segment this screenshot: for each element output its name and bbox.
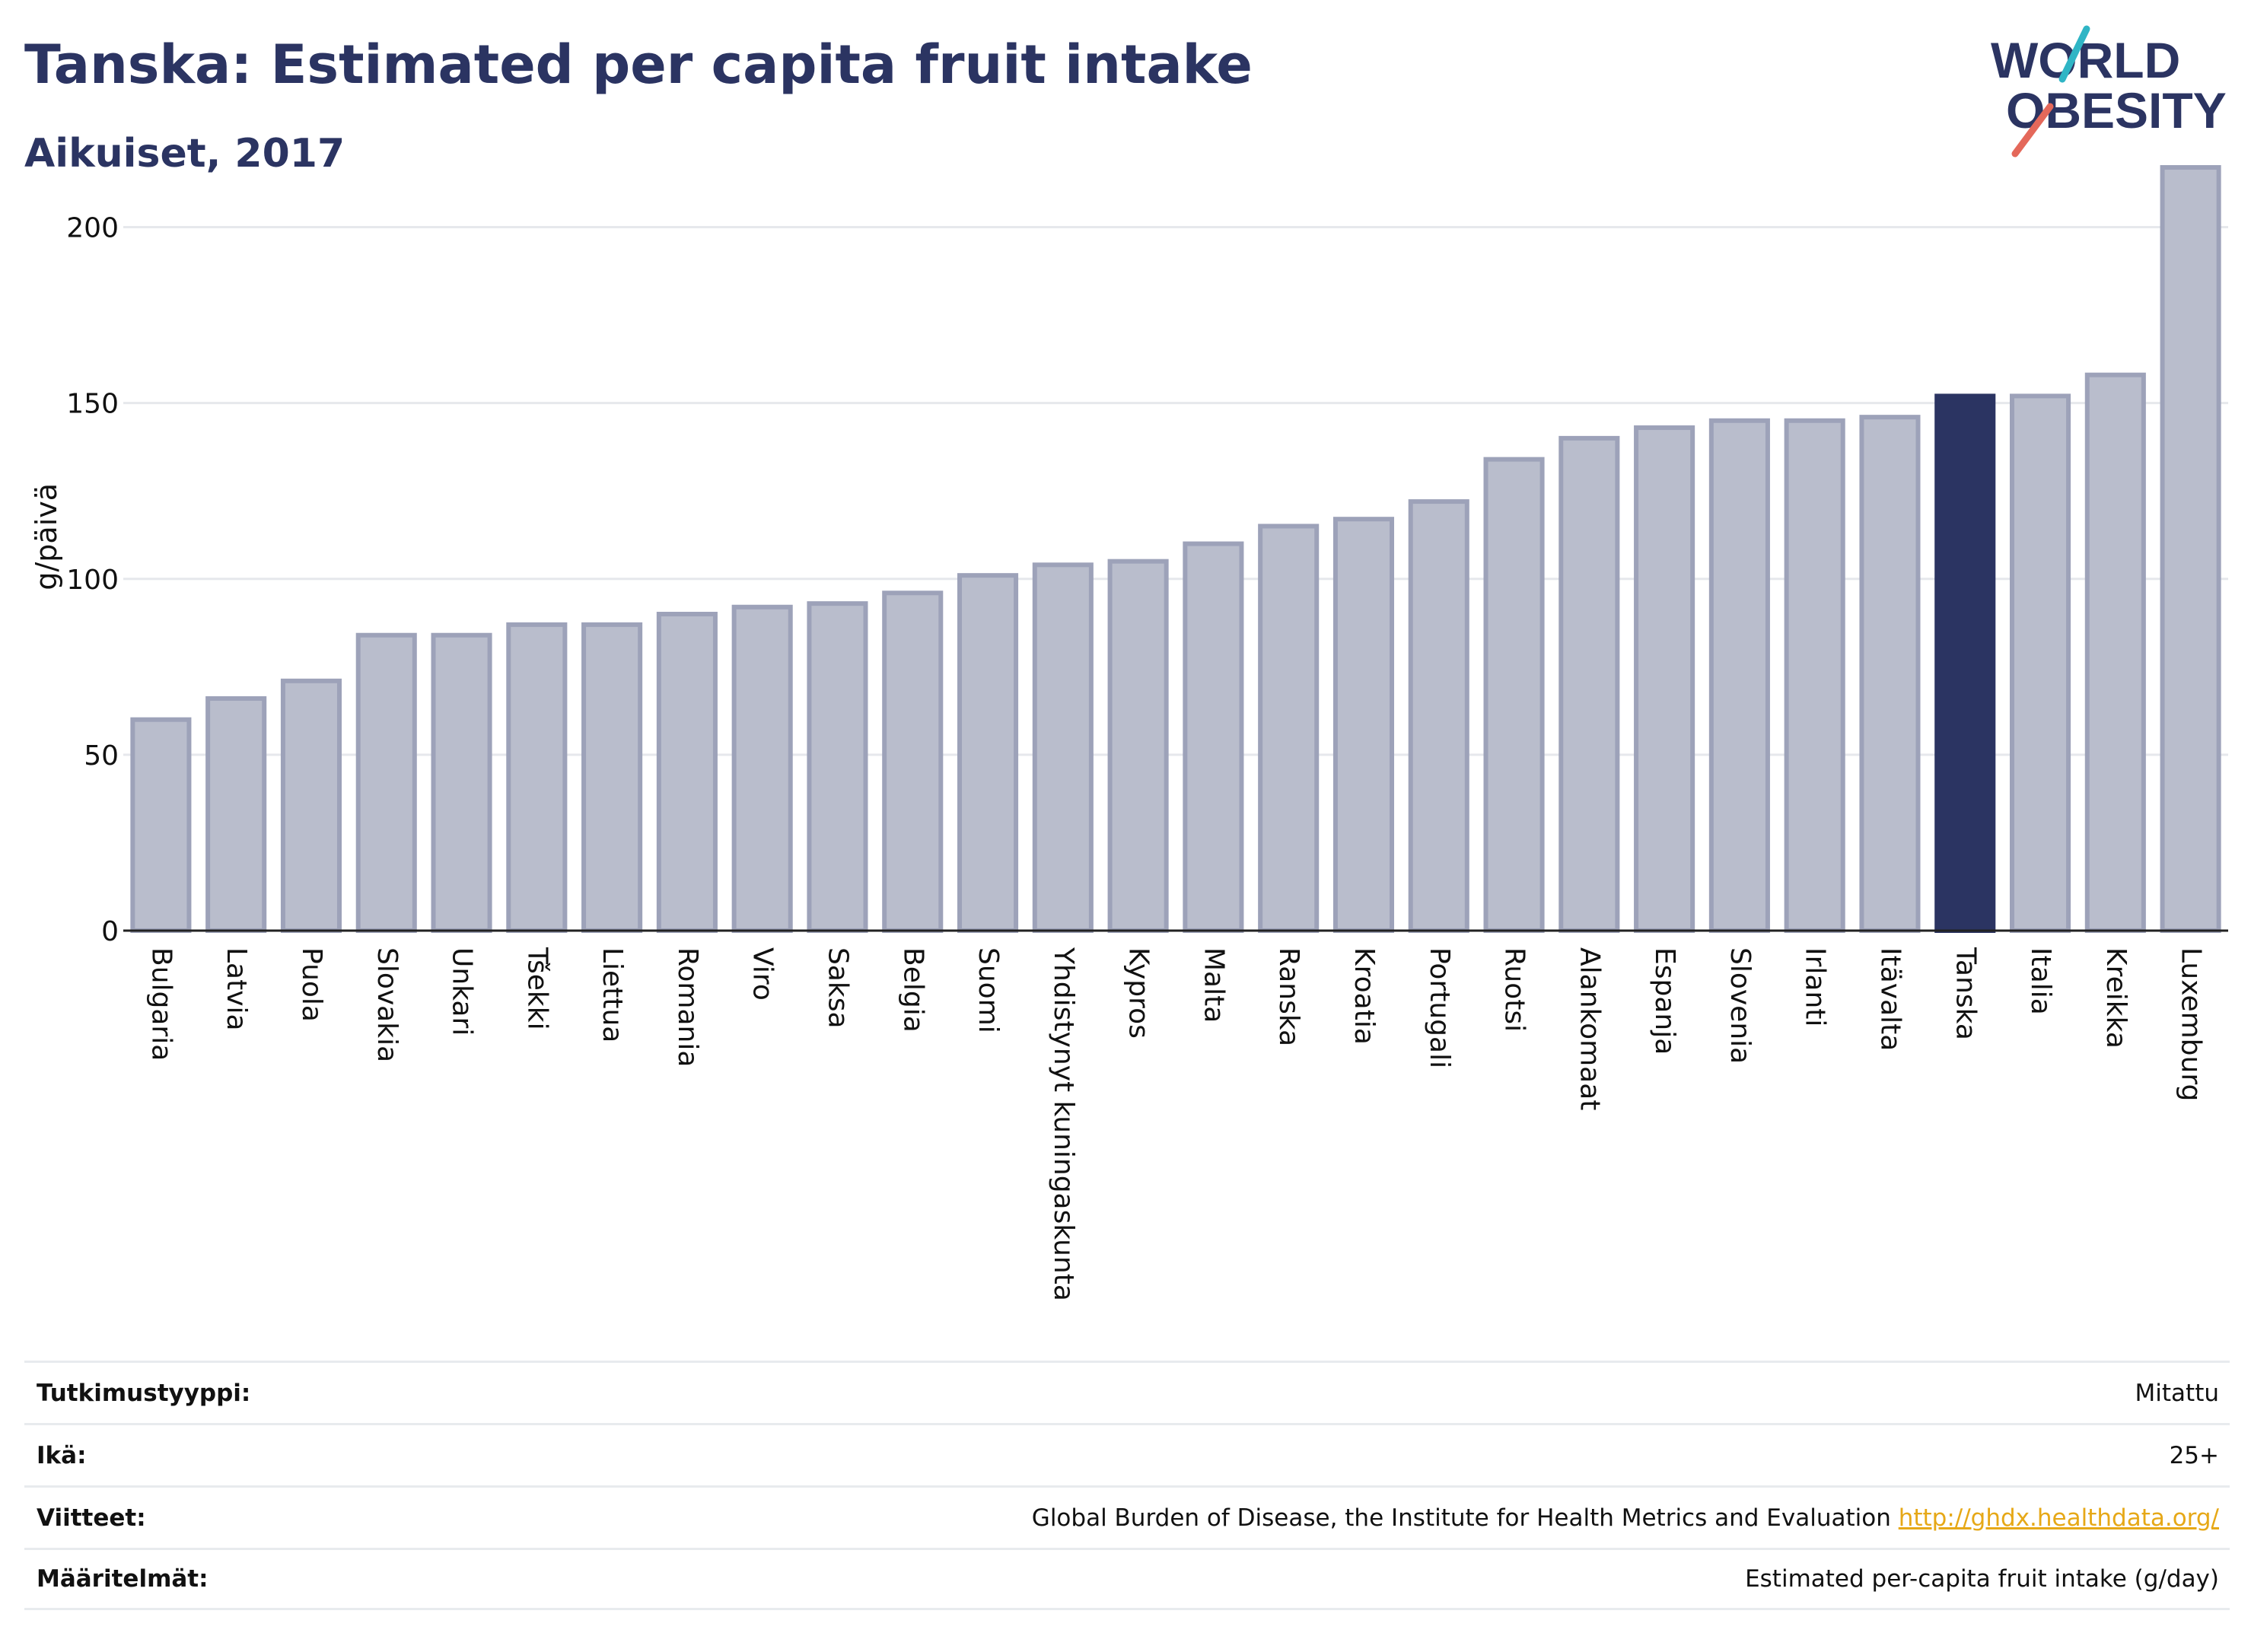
bar-itävalta: [1859, 415, 1921, 933]
bar-tšekki: [506, 622, 568, 933]
bar-suomi: [957, 573, 1019, 934]
bar-tanska: [1934, 393, 1996, 933]
bar-latvia: [205, 695, 267, 934]
logo-slash-red: [2011, 103, 2054, 158]
bar-puola: [280, 678, 342, 933]
meta-row: Ikä: 25+: [24, 1423, 2230, 1485]
x-tick-label: Viro: [747, 947, 778, 1001]
y-tick-label: 200: [66, 213, 119, 244]
bar-portugali: [1408, 499, 1469, 933]
x-axis-labels: Bulgaria Latvia Puola Slovakia Unkari Tšekki L…: [145, 947, 2206, 1301]
x-tick-label: Slovenia: [1724, 947, 1756, 1064]
bar-slovakia: [355, 632, 417, 933]
x-tick-label: Ruotsi: [1499, 947, 1530, 1032]
meta-value-text: 25+: [2169, 1441, 2219, 1469]
meta-row: Viitteet: Global Burden of Disease, the I…: [24, 1485, 2230, 1548]
bar-slovenia: [1708, 418, 1770, 933]
meta-value-text: Estimated per-capita fruit intake (g/day…: [1745, 1565, 2219, 1593]
bar-kreikka: [2084, 372, 2146, 933]
x-tick-label: Italia: [2025, 947, 2056, 1015]
x-tick-label: Itävalta: [1874, 947, 1906, 1051]
chart-subtitle: Aikuiset, 2017: [24, 131, 345, 177]
x-tick-label: Suomi: [973, 947, 1004, 1033]
reference-link[interactable]: http://ghdx.healthdata.org/: [1898, 1504, 2219, 1532]
y-tick-label: 50: [84, 740, 119, 772]
x-tick-label: Yhdistynyt kuningaskunta: [1048, 947, 1079, 1301]
meta-key: Viitteet:: [37, 1504, 146, 1532]
x-tick-label: Kypros: [1123, 947, 1154, 1039]
bar-belgia: [882, 590, 944, 933]
bar-malta: [1183, 541, 1244, 933]
x-tick-label: Ranska: [1273, 947, 1304, 1046]
y-axis-ticks: 0 50 100 150 200: [66, 213, 119, 947]
y-tick-label: 100: [66, 565, 119, 596]
bar-luxemburg: [2160, 164, 2221, 933]
y-tick-label: 150: [66, 389, 119, 420]
meta-key: Tutkimustyyppi:: [37, 1379, 251, 1407]
bar-bulgaria: [130, 717, 192, 934]
bar-saksa: [807, 601, 868, 934]
bar-unkari: [431, 632, 492, 933]
bar-ranska: [1258, 524, 1320, 933]
world-obesity-logo: WORLD OBESITY: [1991, 25, 2227, 158]
x-tick-label: Luxemburg: [2176, 947, 2207, 1101]
bar-irlanti: [1784, 418, 1845, 933]
bar-alankomaat: [1559, 435, 1620, 933]
x-tick-label: Malta: [1198, 947, 1229, 1023]
y-axis-label: g/päivä: [30, 483, 63, 590]
bar-italia: [2009, 393, 2071, 933]
x-tick-label: Latvia: [221, 947, 252, 1031]
x-tick-label: Portugali: [1424, 947, 1455, 1068]
bar-ruotsi: [1483, 457, 1545, 933]
meta-value-text: Global Burden of Disease, the Institute …: [1031, 1504, 1891, 1532]
meta-key: Ikä:: [37, 1441, 87, 1469]
y-tick-label: 0: [101, 916, 119, 947]
meta-key: Määritelmät:: [37, 1565, 209, 1593]
logo-word-world: WORLD: [1991, 32, 2180, 88]
x-tick-label: Belgia: [897, 947, 928, 1033]
x-tick-label: Unkari: [447, 947, 478, 1036]
x-tick-label: Irlanti: [1800, 947, 1831, 1027]
bar-romania: [656, 612, 718, 933]
metadata-table: Tutkimustyyppi: Mitattu Ikä: 25+ Viitteet: Gl…: [24, 1361, 2230, 1610]
x-tick-label: Romania: [672, 947, 703, 1067]
bar-kypros: [1107, 559, 1169, 934]
meta-value: Mitattu: [2135, 1380, 2219, 1407]
x-tick-label: Kreikka: [2100, 947, 2132, 1049]
logo-slash-teal: [2058, 25, 2090, 83]
x-tick-label: Tšekki: [521, 947, 552, 1030]
bar-viro: [731, 604, 793, 933]
x-tick-label: Puola: [296, 947, 327, 1022]
bar-chart: 0 50 100 150 200 Bulgaria Latvia Puola Slovakia…: [30, 164, 2228, 1301]
x-tick-label: Tanska: [1950, 947, 1981, 1040]
meta-value-text: Mitattu: [2135, 1379, 2219, 1407]
x-tick-label: Kroatia: [1348, 947, 1380, 1045]
meta-value: Global Burden of Disease, the Institute …: [1032, 1504, 2219, 1532]
meta-row: Määritelmät: Estimated per-capita fruit i…: [24, 1548, 2230, 1610]
x-tick-label: Saksa: [822, 947, 853, 1029]
x-tick-label: Slovakia: [371, 947, 403, 1062]
x-tick-label: Alankomaat: [1574, 947, 1605, 1110]
x-tick-label: Espanja: [1649, 947, 1680, 1055]
bar-kroatia: [1332, 517, 1395, 933]
chart-title: Tanska: Estimated per capita fruit intak…: [24, 33, 1253, 96]
bar-yhdistynyt-kuningaskunta: [1032, 562, 1094, 933]
logo-word-obesity: OBESITY: [2006, 82, 2227, 138]
x-tick-label: Liettua: [597, 947, 628, 1042]
x-tick-label: Bulgaria: [145, 947, 177, 1061]
bar-espanja: [1634, 425, 1695, 933]
meta-value: 25+: [2170, 1442, 2219, 1469]
meta-value: Estimated per-capita fruit intake (g/day…: [1745, 1565, 2219, 1593]
meta-row: Tutkimustyyppi: Mitattu: [24, 1361, 2230, 1423]
bars: [130, 164, 2221, 934]
bar-liettua: [581, 622, 643, 933]
